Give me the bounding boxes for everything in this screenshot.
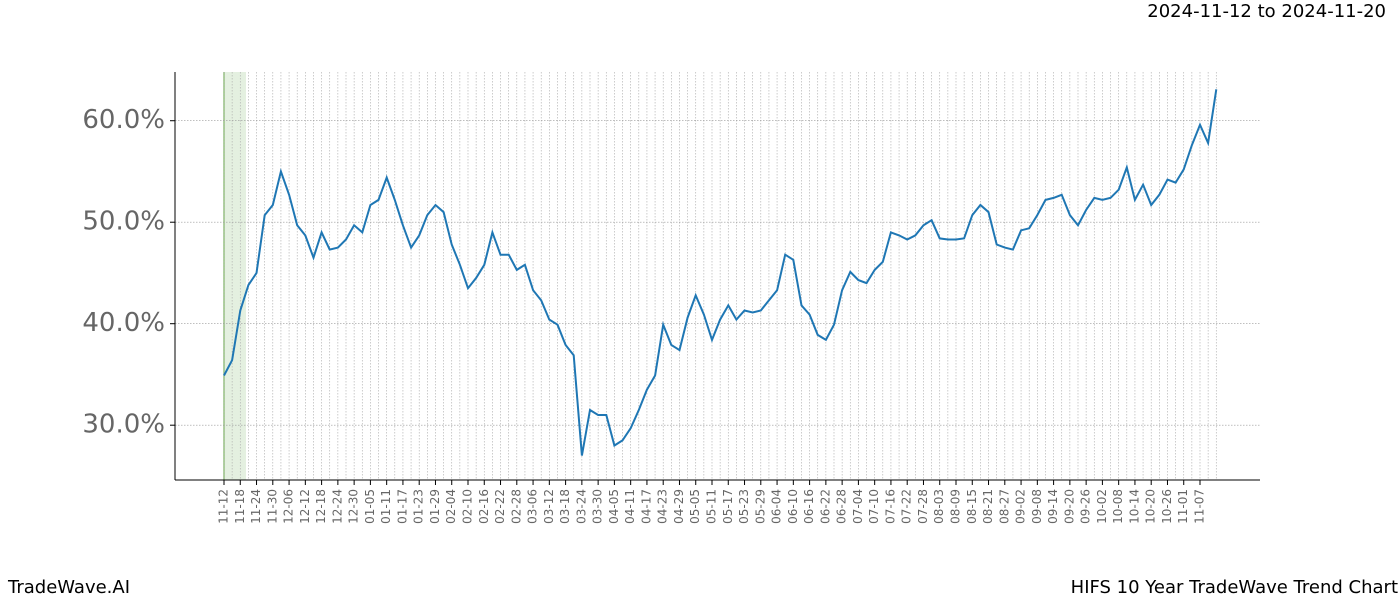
x-tick-label: 11-18 (233, 489, 247, 524)
x-tick-label: 02-10 (461, 489, 475, 524)
x-tick-label: 04-23 (656, 489, 670, 524)
x-tick-label: 09-26 (1079, 489, 1093, 524)
x-tick-label: 06-04 (770, 489, 784, 524)
x-tick-label: 08-27 (997, 489, 1011, 524)
x-tick-label: 01-17 (395, 489, 409, 524)
x-tick-label: 10-20 (1144, 489, 1158, 524)
x-tick-label: 05-23 (737, 489, 751, 524)
x-tick-label: 11-01 (1176, 489, 1190, 524)
x-tick-label: 11-30 (265, 489, 279, 524)
x-tick-label: 01-29 (428, 489, 442, 524)
x-tick-label: 02-04 (444, 489, 458, 524)
x-tick-label: 05-29 (753, 489, 767, 524)
y-tick-label: 40.0% (82, 308, 165, 338)
x-tick-label: 11-07 (1193, 489, 1207, 524)
x-tick-label: 12-24 (330, 489, 344, 524)
x-tick-label: 07-22 (900, 489, 914, 524)
date-range: 2024-11-12 to 2024-11-20 (1147, 1, 1386, 22)
x-tick-label: 03-12 (542, 489, 556, 524)
x-tick-label: 09-08 (1030, 489, 1044, 524)
x-tick-label: 09-14 (1046, 489, 1060, 524)
x-tick-label: 09-20 (1062, 489, 1076, 524)
x-tick-label: 07-04 (851, 489, 865, 524)
source: TradeWave.AI (7, 577, 130, 598)
x-tick-label: 01-05 (363, 489, 377, 524)
x-tick-label: 10-26 (1160, 489, 1174, 524)
x-tick-label: 04-05 (607, 489, 621, 524)
x-tick-label: 10-08 (1111, 489, 1125, 524)
x-tick-label: 03-24 (574, 489, 588, 524)
x-tick-label: 07-28 (916, 489, 930, 524)
x-tick-label: 02-16 (477, 489, 491, 524)
x-tick-label: 06-16 (802, 489, 816, 524)
x-tick-label: 03-30 (591, 489, 605, 524)
x-tick-label: 08-21 (981, 489, 995, 524)
x-tick-label: 05-17 (721, 489, 735, 524)
x-tick-label: 04-29 (672, 489, 686, 524)
x-tick-label: 03-18 (558, 489, 572, 524)
x-tick-label: 08-03 (932, 489, 946, 524)
x-tick-label: 08-09 (949, 489, 963, 524)
y-tick-label: 30.0% (82, 410, 165, 440)
x-tick-label: 03-06 (526, 489, 540, 524)
x-tick-label: 06-22 (818, 489, 832, 524)
x-tick-label: 11-24 (249, 489, 263, 524)
x-tick-label: 12-06 (282, 489, 296, 524)
x-tick-label: 04-17 (639, 489, 653, 524)
x-tick-label: 11-12 (217, 489, 231, 524)
y-tick-label: 50.0% (82, 207, 165, 237)
x-tick-label: 10-14 (1127, 489, 1141, 524)
chart-title: HIFS 10 Year TradeWave Trend Chart (1071, 577, 1398, 598)
highlight-band (224, 72, 246, 480)
x-tick-label: 12-18 (314, 489, 328, 524)
x-tick-label: 05-05 (688, 489, 702, 524)
x-tick-label: 09-02 (1014, 489, 1028, 524)
x-tick-label: 06-10 (786, 489, 800, 524)
x-tick-label: 06-28 (835, 489, 849, 524)
x-tick-label: 07-16 (883, 489, 897, 524)
x-tick-label: 01-23 (412, 489, 426, 524)
x-tick-label: 05-11 (705, 489, 719, 524)
x-tick-label: 02-22 (493, 489, 507, 524)
x-tick-label: 08-15 (965, 489, 979, 524)
x-tick-label: 12-30 (347, 489, 361, 524)
y-tick-label: 60.0% (82, 105, 165, 135)
x-tick-label: 10-02 (1095, 489, 1109, 524)
trend-line (223, 89, 1218, 456)
x-tick-label: 07-10 (867, 489, 881, 524)
x-tick-label: 01-11 (379, 489, 393, 524)
x-tick-label: 04-11 (623, 489, 637, 524)
x-tick-label: 02-28 (509, 489, 523, 524)
x-tick-label: 12-12 (298, 489, 312, 524)
